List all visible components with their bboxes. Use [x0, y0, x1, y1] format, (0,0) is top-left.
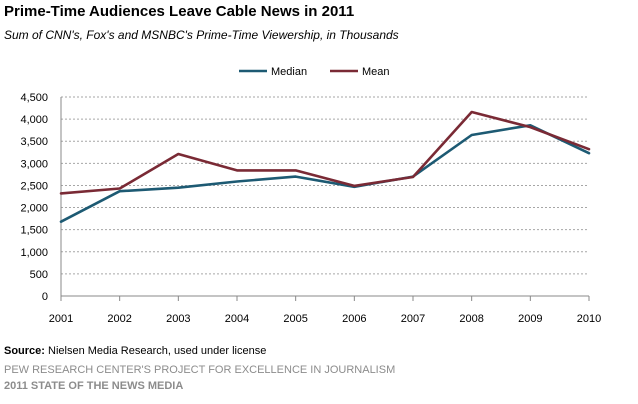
x-tick-label: 2001 [49, 313, 73, 325]
y-tick-label: 500 [30, 269, 48, 281]
y-tick-label: 3,500 [20, 136, 48, 148]
x-tick-label: 2008 [459, 313, 483, 325]
axes [60, 97, 590, 301]
source-label: Source: [4, 345, 45, 357]
source-note: Source: Nielsen Media Research, used und… [4, 345, 266, 357]
x-tick-label: 2005 [283, 313, 307, 325]
y-tick-label: 4,500 [20, 92, 48, 104]
chart-title: Prime-Time Audiences Leave Cable News in… [4, 3, 355, 20]
x-axis-tick-labels: 2001 2002 2003 2004 2005 2006 2007 2008 2009 2010 [49, 313, 601, 325]
legend-label-median: Median [271, 66, 307, 78]
x-tick-label: 2007 [401, 313, 425, 325]
y-tick-label: 0 [42, 291, 48, 303]
y-tick-label: 3,000 [20, 158, 48, 170]
legend-label-mean: Mean [362, 66, 390, 78]
x-tick-label: 2009 [518, 313, 542, 325]
y-tick-label: 1,500 [20, 225, 48, 237]
legend: Median Mean [239, 66, 390, 78]
x-tick-label: 2004 [225, 313, 249, 325]
x-tick-label: 2003 [166, 313, 190, 325]
source-text: Nielsen Media Research, used under licen… [44, 345, 267, 357]
series-lines [59, 110, 591, 223]
credit-line-2: 2011 STATE OF THE NEWS MEDIA [4, 380, 184, 392]
x-tick-label: 2010 [577, 313, 601, 325]
y-tick-label: 2,500 [20, 180, 48, 192]
y-axis-tick-labels: 0 500 1,000 1,500 2,000 2,500 3,000 3,500 4,000 4… [20, 92, 48, 303]
y-tick-label: 2,000 [20, 203, 48, 215]
line-chart: 0 500 1,000 1,500 2,000 2,500 3,000 3,500 4,000 4… [20, 66, 601, 325]
x-tick-label: 2002 [107, 313, 131, 325]
series-line-median [59, 124, 591, 223]
series-line-mean [59, 110, 591, 195]
credit-line-1: PEW RESEARCH CENTER'S PROJECT FOR EXCELL… [4, 364, 396, 376]
x-tick-label: 2006 [342, 313, 366, 325]
chart-subtitle: Sum of CNN's, Fox's and MSNBC's Prime-Ti… [4, 28, 399, 42]
y-tick-label: 1,000 [20, 247, 48, 259]
y-tick-label: 4,000 [20, 114, 48, 126]
grid-lines [61, 96, 589, 275]
